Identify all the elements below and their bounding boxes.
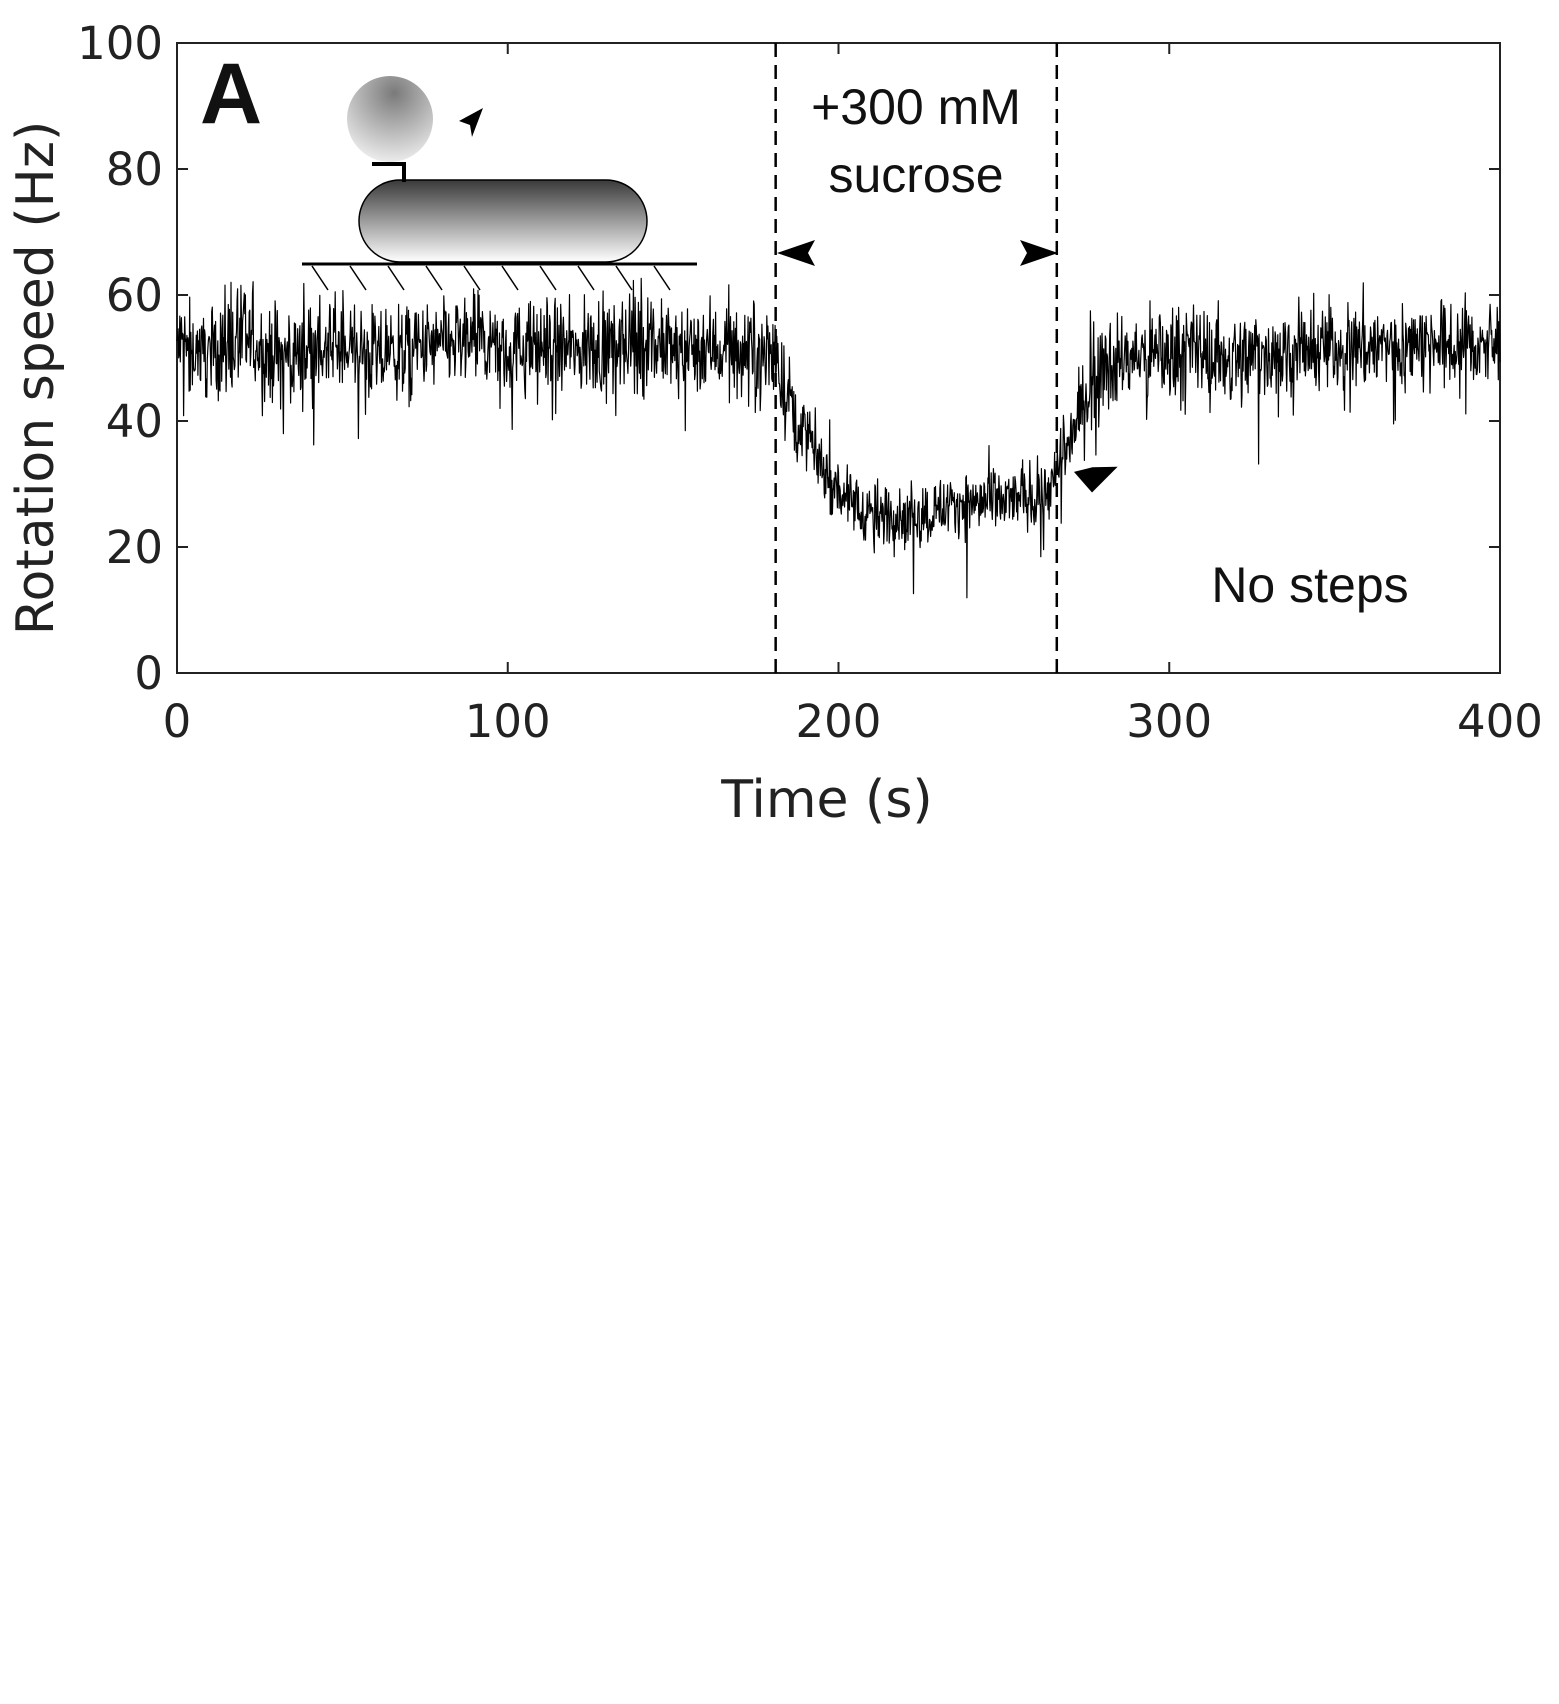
event-markers (774, 43, 1059, 673)
y-tick-label: 40 (106, 395, 163, 448)
y-tick-label: 80 (106, 143, 163, 196)
x-tick-label: 100 (465, 695, 551, 748)
cell-body-icon (358, 179, 648, 263)
bead-icon (347, 76, 433, 162)
y-axis-title: Rotation speed (Hz) (6, 121, 66, 636)
flagellar-hook-icon (372, 162, 406, 182)
treatment-label-line1: +300 mM (811, 79, 1021, 135)
recovery-arrow-icon (1073, 466, 1118, 493)
speed-trace (176, 277, 1501, 599)
y-tick-label: 0 (134, 647, 163, 700)
y-tick-labels: 0 20 40 60 80 100 (77, 17, 163, 700)
left-boundary-arrow-icon (777, 240, 815, 266)
plot-area (176, 42, 1501, 674)
y-tick-label: 100 (77, 17, 163, 70)
surface-hatch (311, 265, 671, 291)
x-tick-label: 300 (1126, 695, 1212, 748)
treatment-label-line2: sucrose (828, 147, 1003, 203)
no-steps-label: No steps (1211, 557, 1408, 613)
x-tick-labels: 0 100 200 300 400 (163, 695, 1543, 748)
x-tick-label: 200 (796, 695, 882, 748)
right-boundary-arrow-icon (1020, 240, 1058, 266)
x-tick-label: 0 (163, 695, 192, 748)
y-tick-label: 20 (106, 521, 163, 574)
panel-label: A (200, 46, 262, 142)
cell-bead-schematic (302, 76, 697, 291)
rotation-arrow-icon (459, 108, 483, 137)
axis-ticks (176, 42, 1501, 674)
x-axis-title: Time (s) (720, 770, 932, 830)
y-tick-label: 60 (106, 269, 163, 322)
x-tick-label: 400 (1457, 695, 1543, 748)
